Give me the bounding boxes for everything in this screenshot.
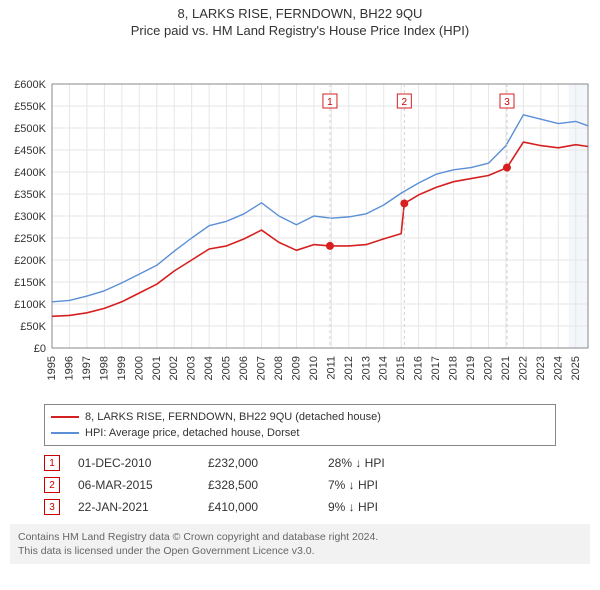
chart-svg: £0 £50K £100K £150K £200K £250K £300K £350K £400… bbox=[0, 38, 600, 398]
svg-text:£350K: £350K bbox=[14, 189, 46, 201]
event-number-box: 3 bbox=[44, 499, 60, 515]
legend-swatch bbox=[51, 416, 79, 418]
svg-text:2012: 2012 bbox=[343, 356, 355, 380]
event-delta: 28% ↓ HPI bbox=[328, 456, 385, 470]
svg-text:2023: 2023 bbox=[535, 356, 547, 380]
svg-text:£550K: £550K bbox=[14, 101, 46, 113]
svg-text:3: 3 bbox=[504, 97, 510, 108]
attribution-line: This data is licensed under the Open Gov… bbox=[18, 544, 582, 558]
svg-text:£400K: £400K bbox=[14, 167, 46, 179]
svg-text:2003: 2003 bbox=[186, 356, 198, 380]
event-price: £232,000 bbox=[208, 456, 328, 470]
svg-text:2020: 2020 bbox=[482, 356, 494, 380]
svg-text:2002: 2002 bbox=[168, 356, 180, 380]
event-price: £328,500 bbox=[208, 478, 328, 492]
svg-text:2001: 2001 bbox=[151, 356, 163, 380]
event-date: 22-JAN-2021 bbox=[78, 500, 208, 514]
legend-swatch bbox=[51, 432, 79, 434]
svg-text:2013: 2013 bbox=[360, 356, 372, 380]
svg-text:£300K: £300K bbox=[14, 211, 46, 223]
event-number-box: 2 bbox=[44, 477, 60, 493]
svg-text:£500K: £500K bbox=[14, 123, 46, 135]
title-address: 8, LARKS RISE, FERNDOWN, BH22 9QU bbox=[0, 6, 600, 21]
svg-text:2008: 2008 bbox=[273, 356, 285, 380]
svg-text:£150K: £150K bbox=[14, 277, 46, 289]
svg-text:£600K: £600K bbox=[14, 79, 46, 91]
chart-titles: 8, LARKS RISE, FERNDOWN, BH22 9QU Price … bbox=[0, 0, 600, 38]
svg-text:£450K: £450K bbox=[14, 145, 46, 157]
svg-text:£0: £0 bbox=[34, 343, 46, 355]
svg-text:2004: 2004 bbox=[203, 356, 215, 380]
title-subtitle: Price paid vs. HM Land Registry's House … bbox=[0, 23, 600, 38]
svg-text:2019: 2019 bbox=[465, 356, 477, 380]
svg-text:£200K: £200K bbox=[14, 255, 46, 267]
svg-text:2025: 2025 bbox=[570, 356, 582, 380]
svg-text:1997: 1997 bbox=[81, 356, 93, 380]
svg-text:2011: 2011 bbox=[325, 356, 337, 380]
legend-item: HPI: Average price, detached house, Dors… bbox=[51, 425, 549, 441]
svg-text:2015: 2015 bbox=[395, 356, 407, 380]
chart: £0 £50K £100K £150K £200K £250K £300K £350K £400… bbox=[0, 38, 600, 398]
events-table: 1 01-DEC-2010 £232,000 28% ↓ HPI 2 06-MA… bbox=[44, 452, 556, 518]
svg-text:2018: 2018 bbox=[448, 356, 460, 380]
svg-text:2007: 2007 bbox=[256, 356, 268, 380]
svg-text:2022: 2022 bbox=[517, 356, 529, 380]
svg-text:2014: 2014 bbox=[378, 356, 390, 380]
svg-text:2009: 2009 bbox=[290, 356, 302, 380]
event-row: 2 06-MAR-2015 £328,500 7% ↓ HPI bbox=[44, 474, 556, 496]
attribution-line: Contains HM Land Registry data © Crown c… bbox=[18, 530, 582, 544]
svg-text:£250K: £250K bbox=[14, 233, 46, 245]
event-date: 06-MAR-2015 bbox=[78, 478, 208, 492]
event-number: 3 bbox=[49, 502, 55, 513]
svg-text:2017: 2017 bbox=[430, 356, 442, 380]
svg-text:2021: 2021 bbox=[500, 356, 512, 380]
svg-text:2010: 2010 bbox=[308, 356, 320, 380]
event-row: 3 22-JAN-2021 £410,000 9% ↓ HPI bbox=[44, 496, 556, 518]
attribution: Contains HM Land Registry data © Crown c… bbox=[10, 524, 590, 564]
legend-label: 8, LARKS RISE, FERNDOWN, BH22 9QU (detac… bbox=[85, 411, 381, 423]
event-row: 1 01-DEC-2010 £232,000 28% ↓ HPI bbox=[44, 452, 556, 474]
svg-text:2024: 2024 bbox=[552, 356, 564, 380]
svg-text:2005: 2005 bbox=[221, 356, 233, 380]
svg-text:1995: 1995 bbox=[46, 356, 58, 380]
svg-text:£50K: £50K bbox=[20, 321, 46, 333]
event-number: 2 bbox=[49, 480, 55, 491]
svg-text:2: 2 bbox=[402, 97, 408, 108]
event-number-box: 1 bbox=[44, 455, 60, 471]
event-price: £410,000 bbox=[208, 500, 328, 514]
svg-text:2006: 2006 bbox=[238, 356, 250, 380]
event-delta: 9% ↓ HPI bbox=[328, 500, 378, 514]
page: 8, LARKS RISE, FERNDOWN, BH22 9QU Price … bbox=[0, 0, 600, 564]
svg-text:1999: 1999 bbox=[116, 356, 128, 380]
svg-text:1: 1 bbox=[327, 97, 333, 108]
svg-text:1996: 1996 bbox=[63, 356, 75, 380]
svg-text:2000: 2000 bbox=[133, 356, 145, 380]
svg-text:1998: 1998 bbox=[98, 356, 110, 380]
legend: 8, LARKS RISE, FERNDOWN, BH22 9QU (detac… bbox=[44, 404, 556, 446]
legend-item: 8, LARKS RISE, FERNDOWN, BH22 9QU (detac… bbox=[51, 409, 549, 425]
event-delta: 7% ↓ HPI bbox=[328, 478, 378, 492]
event-number: 1 bbox=[49, 458, 55, 469]
legend-label: HPI: Average price, detached house, Dors… bbox=[85, 427, 299, 439]
svg-text:2016: 2016 bbox=[413, 356, 425, 380]
event-date: 01-DEC-2010 bbox=[78, 456, 208, 470]
svg-text:£100K: £100K bbox=[14, 299, 46, 311]
